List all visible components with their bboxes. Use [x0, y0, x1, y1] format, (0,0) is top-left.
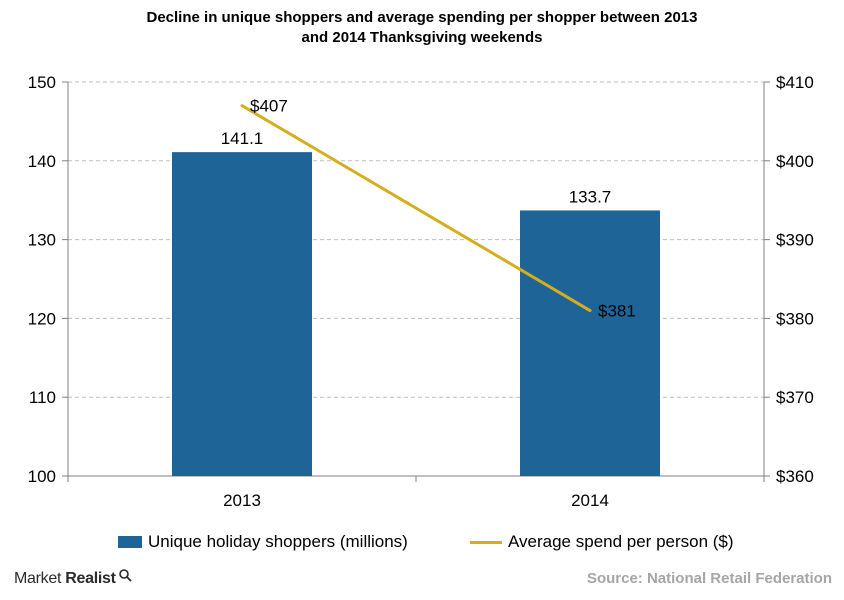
source-note: Source: National Retail Federation — [586, 570, 832, 587]
brand-name-part2: Realist — [65, 570, 116, 587]
chart-title: Decline in unique shoppers and average s… — [0, 8, 844, 48]
magnifier-icon — [118, 569, 132, 582]
spend-line — [241, 104, 591, 312]
left-tick-label: 120 — [28, 309, 56, 328]
chart-title-line-1: Decline in unique shoppers and average s… — [146, 9, 698, 26]
chart-title-line-2: and 2014 Thanksgiving weekends — [301, 29, 543, 46]
left-tick-label: 130 — [28, 231, 56, 250]
left-tick-label: 100 — [28, 467, 56, 486]
legend-bar-swatch — [118, 536, 142, 548]
legend-item-line: Average spend per person ($) — [470, 532, 734, 552]
bar — [172, 152, 312, 476]
bar-data-label: 141.1 — [221, 129, 264, 148]
brand-logo: Market Realist — [14, 569, 132, 588]
right-tick-label: $360 — [776, 467, 814, 486]
brand-name-part1: Market — [14, 570, 62, 587]
line-point — [588, 309, 592, 313]
right-tick-label: $370 — [776, 388, 814, 407]
bar — [520, 210, 660, 476]
line-data-label: $381 — [598, 302, 636, 321]
left-tick-label: 150 — [28, 73, 56, 92]
right-tick-label: $380 — [776, 309, 814, 328]
legend-item-bar: Unique holiday shoppers (millions) — [118, 532, 408, 552]
x-tick-label: 2014 — [571, 491, 609, 510]
right-tick-label: $400 — [776, 152, 814, 171]
line-point — [240, 104, 244, 108]
right-tick-label: $390 — [776, 231, 814, 250]
legend-line-label: Average spend per person ($) — [508, 532, 734, 551]
right-tick-label: $410 — [776, 73, 814, 92]
left-tick-label: 140 — [28, 152, 56, 171]
legend-line-swatch — [470, 540, 502, 544]
legend-bar-label: Unique holiday shoppers (millions) — [148, 532, 408, 551]
line-data-label: $407 — [250, 97, 288, 116]
bar-data-label: 133.7 — [569, 187, 612, 206]
x-tick-label: 2013 — [223, 491, 261, 510]
left-tick-label: 110 — [29, 388, 56, 407]
legend: Unique holiday shoppers (millions) Avera… — [0, 532, 844, 556]
